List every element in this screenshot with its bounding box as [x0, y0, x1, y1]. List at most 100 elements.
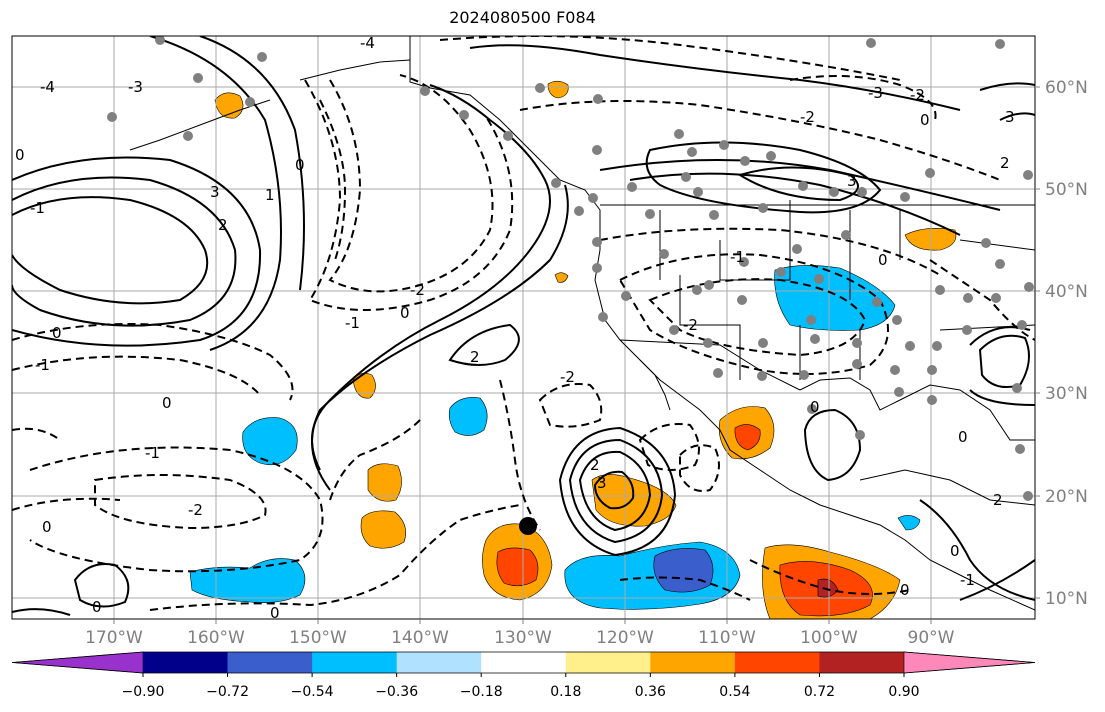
contour-label: 0	[400, 304, 410, 322]
lon-label: 100°W	[800, 628, 858, 648]
contour-label: 2	[590, 456, 600, 474]
colorbar-segment	[396, 652, 482, 673]
contour-label: 3	[847, 172, 857, 190]
shade-orange-7	[591, 474, 677, 527]
contour-label: 0	[162, 394, 172, 412]
shade-orange-2	[547, 80, 569, 99]
map-panel: -4 -3 0 -1 3 2 1 0 -4 -2 -1 0 2 0 -1 0 -…	[12, 34, 1035, 622]
axis-ticks	[113, 86, 1040, 624]
colorbar-tick-label: 0.72	[804, 684, 835, 700]
shade-red-1	[496, 547, 539, 587]
colorbar-segment	[734, 652, 820, 673]
contour-label: -2	[910, 86, 925, 104]
lon-label: 150°W	[289, 628, 347, 648]
lon-label: 140°W	[391, 628, 449, 648]
contour-label: -2	[410, 281, 425, 299]
lat-label: 20°N	[1045, 487, 1088, 507]
contour-label: 3	[1005, 108, 1015, 126]
longitude-labels: 170°W 160°W 150°W 140°W 130°W 120°W 110°…	[85, 628, 955, 648]
contour-label: 0	[810, 398, 820, 416]
contour-label: -2	[188, 501, 203, 519]
lon-label: 160°W	[187, 628, 245, 648]
contour-label: -1	[35, 356, 50, 374]
colorbar-tick-label: 0.54	[719, 684, 750, 700]
contour-label: -1	[345, 314, 360, 332]
colorbar-segment	[903, 651, 1036, 674]
contour-label: -1	[145, 444, 160, 462]
contour-label: -2	[683, 316, 698, 334]
shade-orange-4	[367, 463, 402, 502]
contour-label: 0	[92, 598, 102, 616]
contour-label: 0	[920, 111, 930, 129]
colorbar-tick-label: −0.90	[122, 684, 165, 700]
contour-label: -1	[960, 571, 975, 589]
contour-label: -2	[800, 108, 815, 126]
colorbar-segment	[565, 652, 651, 673]
contours-negative	[12, 36, 1035, 611]
contour-label-group: -4 -3 0 -1 3 2 1 0 -4 -2 -1 0 2 0 -1 0 -…	[15, 34, 1015, 622]
colorbar-segment	[650, 652, 736, 673]
shade-darkblue-1	[653, 548, 714, 593]
map-title: 2024080500 F084	[449, 8, 596, 27]
contour-label: -3	[868, 84, 883, 102]
contour-label: 2	[993, 491, 1003, 509]
colorbar-segment	[143, 652, 229, 673]
storm-center-marker	[519, 517, 537, 535]
shade-darkred-1	[817, 578, 839, 598]
colorbar-segment	[11, 651, 144, 674]
colorbar	[11, 651, 1036, 674]
shade-red-3	[734, 424, 761, 451]
contour-label: 2	[1000, 154, 1010, 172]
contour-label: -4	[360, 34, 375, 52]
colorbar-tick-labels: −0.90 −0.72 −0.54 −0.36 −0.18 0.18 0.36 0.54 0.7…	[122, 673, 920, 700]
lat-label: 60°N	[1045, 78, 1088, 98]
contour-label: -1	[730, 248, 745, 266]
shade-blue-6	[897, 515, 921, 531]
shade-blue-4	[774, 265, 896, 331]
lat-label: 40°N	[1045, 282, 1088, 302]
shade-blue-2	[448, 397, 488, 436]
contour-label: 0	[950, 542, 960, 560]
shade-blue-1	[242, 417, 298, 466]
colorbar-tick-label: −0.18	[460, 684, 503, 700]
colorbar-segment	[819, 652, 905, 673]
colorbar-segment	[312, 652, 398, 673]
shaded-regions	[189, 80, 957, 619]
contour-label: 0	[42, 518, 52, 536]
contour-label: -3	[128, 78, 143, 96]
shade-orange-10	[904, 228, 957, 251]
colorbar-tick-label: 0.18	[550, 684, 581, 700]
shade-orange-5	[360, 510, 406, 549]
colorbar-segment	[481, 652, 567, 673]
lat-label: 50°N	[1045, 180, 1088, 200]
contour-label: 0	[958, 428, 968, 446]
colorbar-segment	[227, 652, 313, 673]
contour-label: -4	[40, 78, 55, 96]
contour-label: 1	[265, 186, 275, 204]
contour-label: 0	[15, 146, 25, 164]
contour-label: 2	[470, 348, 480, 366]
lon-label: 130°W	[494, 628, 552, 648]
colorbar-tick-label: 0.36	[635, 684, 666, 700]
colorbar-tick-label: 0.90	[888, 684, 919, 700]
latitude-labels: 60°N 50°N 40°N 30°N 20°N 10°N	[1045, 78, 1088, 609]
shade-orange-3	[352, 373, 376, 399]
lon-label: 120°W	[596, 628, 654, 648]
contour-label: 3	[210, 183, 220, 201]
contours-positive	[12, 36, 1035, 616]
contour-label: 0	[270, 604, 280, 622]
lon-label: 90°W	[908, 628, 955, 648]
lat-label: 10°N	[1045, 589, 1088, 609]
coastlines	[129, 36, 1035, 611]
lat-label: 30°N	[1045, 384, 1088, 404]
contour-label: 0	[295, 156, 305, 174]
contour-label: 3	[597, 474, 607, 492]
contour-label: 0	[878, 251, 888, 269]
lon-label: 110°W	[698, 628, 756, 648]
colorbar-tick-label: −0.36	[375, 684, 418, 700]
colorbar-tick-label: −0.72	[206, 684, 249, 700]
contour-label: -1	[30, 199, 45, 217]
contour-label: 2	[218, 216, 228, 234]
colorbar-tick-label: −0.54	[291, 684, 334, 700]
